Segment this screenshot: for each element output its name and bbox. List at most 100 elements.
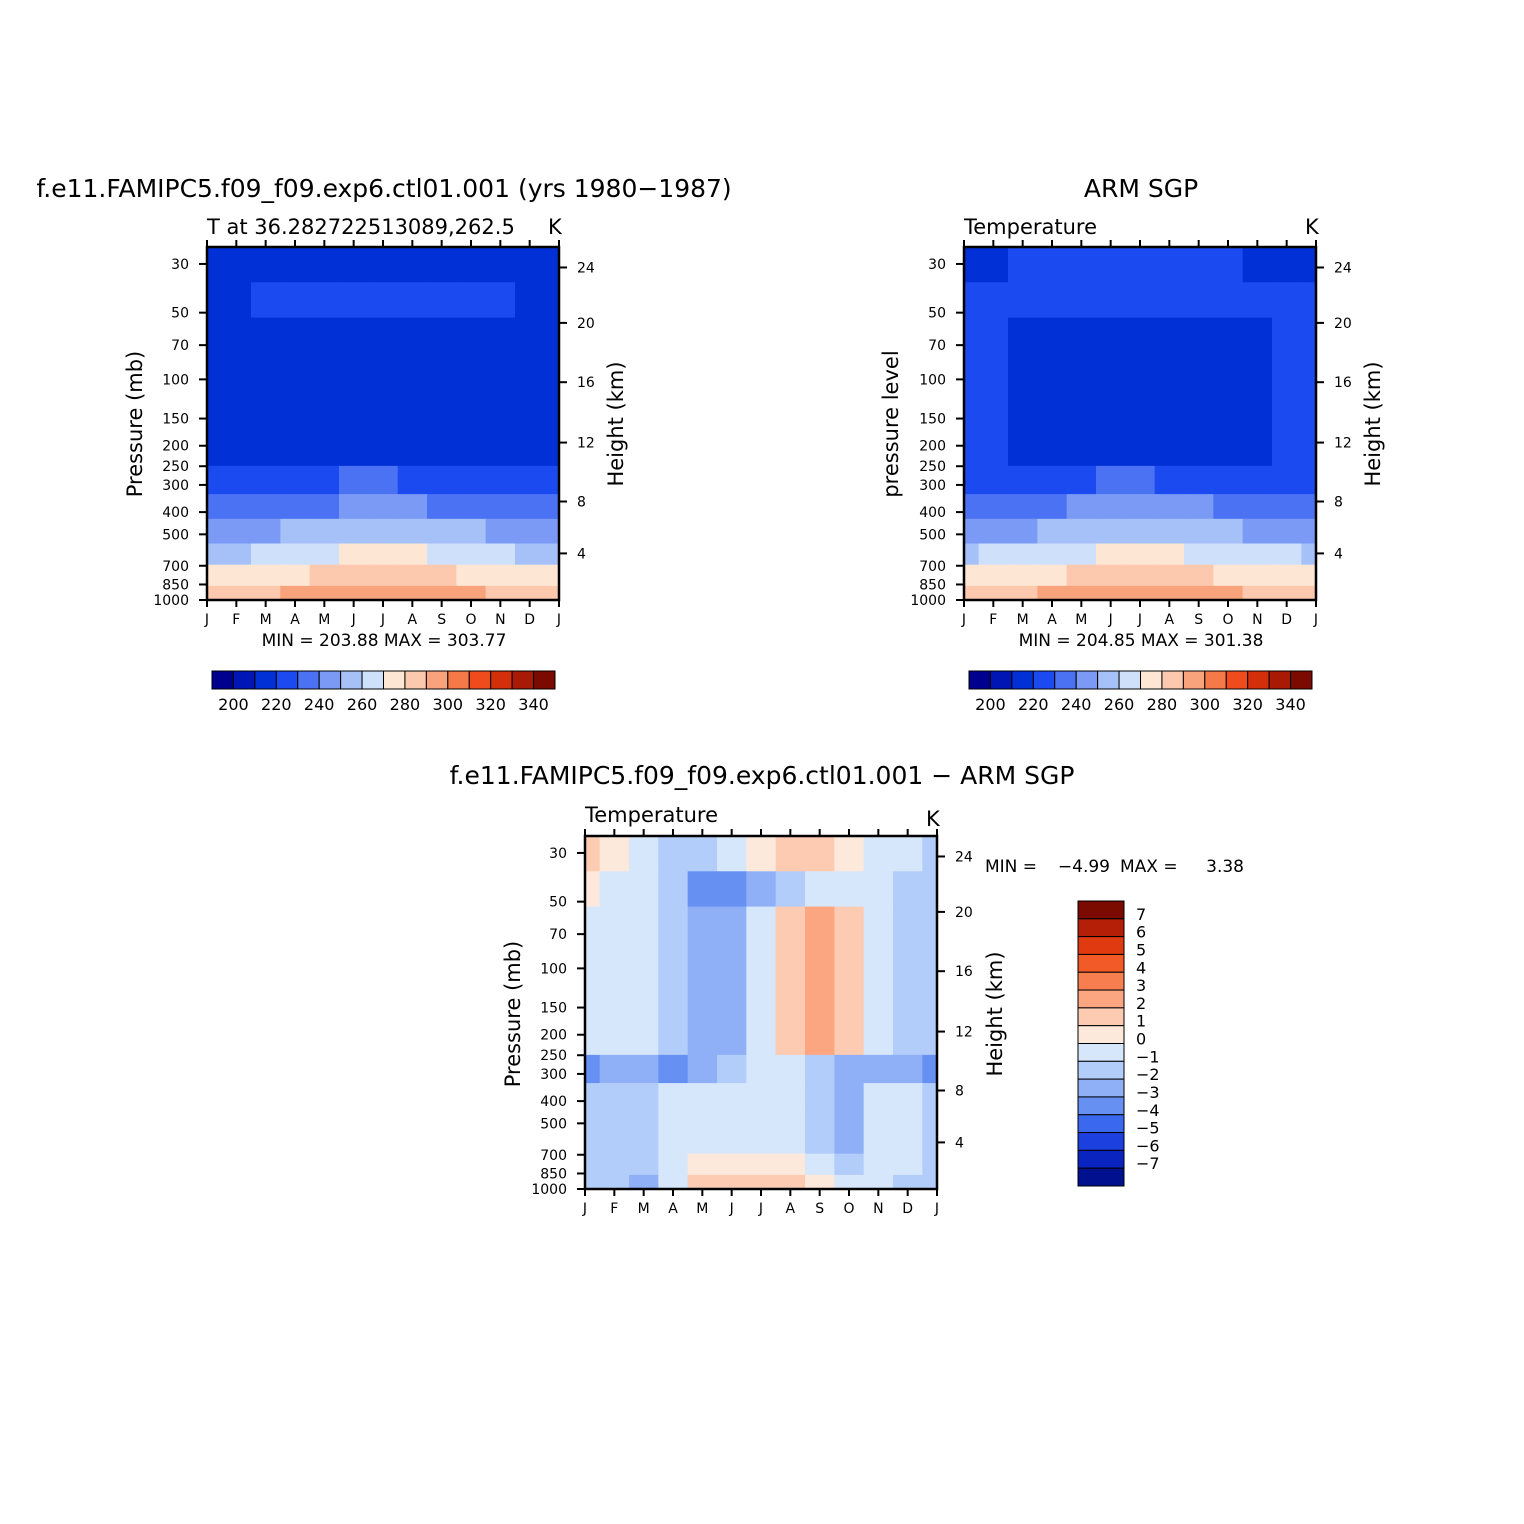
contour-cell xyxy=(1096,247,1126,283)
contour-cell xyxy=(585,1153,601,1176)
contour-cell xyxy=(746,906,777,1056)
contour-cell xyxy=(1154,564,1185,587)
colorbar-swatch xyxy=(1077,936,1125,955)
contour-cell xyxy=(629,836,659,872)
contour-cell xyxy=(251,494,281,520)
contour-cell xyxy=(629,1174,659,1190)
contour-cell xyxy=(775,871,806,908)
contour-cell xyxy=(251,518,281,545)
colorbar-label: 200 xyxy=(218,695,249,714)
contour-cell xyxy=(456,543,487,566)
contour-cell xyxy=(1184,585,1214,601)
contour-cell xyxy=(1184,317,1214,467)
contour-cell xyxy=(427,247,457,283)
contour-cell xyxy=(629,871,659,908)
contour-cell xyxy=(834,1174,865,1190)
contour-cell xyxy=(515,247,545,283)
contour-cell xyxy=(456,518,487,545)
colorbar-swatch xyxy=(318,670,342,690)
x-tick-label: D xyxy=(524,612,535,628)
colorbar-swatch xyxy=(447,670,470,690)
colorbar-swatch xyxy=(1077,953,1125,973)
contour-cell xyxy=(280,465,311,495)
contour-cell xyxy=(221,518,252,545)
contour-cell xyxy=(1301,247,1317,283)
colorbar-label: 3 xyxy=(1136,976,1146,995)
panel-title: ARM SGP xyxy=(1084,174,1198,203)
colorbar-swatch xyxy=(1290,670,1313,690)
contour-cell xyxy=(251,564,281,587)
y-tick-label: 700 xyxy=(162,559,189,575)
x-tick-label: J xyxy=(351,612,356,628)
colorbar-swatch xyxy=(1097,670,1120,690)
contour-cell xyxy=(456,585,487,601)
x-tick-label: S xyxy=(437,612,446,628)
contour-cell xyxy=(687,1132,718,1155)
contour-cell xyxy=(1154,465,1185,495)
panel-subtitle: Temperature xyxy=(963,215,1097,239)
panel-subtitle: T at 36.282722513089,262.5 xyxy=(206,215,515,239)
contour-cell xyxy=(221,543,252,566)
colorbar-swatch xyxy=(275,670,299,690)
contour-cell xyxy=(964,543,980,566)
contour-cell xyxy=(717,1054,747,1084)
contour-cell xyxy=(805,1054,835,1084)
contour-cell xyxy=(221,317,252,467)
contour-cell xyxy=(805,1107,835,1134)
contour-cell xyxy=(1066,465,1097,495)
contour-cell xyxy=(515,317,545,467)
min-label: MIN = xyxy=(985,857,1037,877)
colorbar-swatch xyxy=(989,670,1013,690)
colorbar-label: 4 xyxy=(1136,958,1146,977)
colorbar-label: 220 xyxy=(1018,695,1049,714)
contour-cell xyxy=(1008,465,1038,495)
contour-cell xyxy=(544,247,560,283)
y-tick-label: 400 xyxy=(919,505,946,521)
contour-cell xyxy=(922,871,938,908)
contour-cell xyxy=(1184,564,1214,587)
contour-cell xyxy=(964,494,980,520)
contour-cell xyxy=(427,282,457,319)
y-tick-label: 150 xyxy=(919,412,946,428)
contour-cell xyxy=(280,564,311,587)
colorbar-swatch xyxy=(211,670,234,690)
contour-cell xyxy=(427,564,457,587)
contour-cell xyxy=(1096,518,1126,545)
colorbar-label: 340 xyxy=(518,695,549,714)
x-tick-label: A xyxy=(668,1201,678,1217)
contour-cell xyxy=(1066,247,1097,283)
contour-cell xyxy=(658,836,689,872)
contour-cell xyxy=(964,585,980,601)
y-tick-label: 50 xyxy=(549,895,567,911)
y2-tick-label: 12 xyxy=(955,1025,973,1041)
y2-tick-label: 16 xyxy=(577,375,595,391)
contour-cell xyxy=(1037,282,1068,319)
y-axis-label: Pressure (mb) xyxy=(501,941,525,1088)
contour-cell xyxy=(1096,317,1126,467)
contour-cell xyxy=(339,494,369,520)
contour-cell xyxy=(427,465,457,495)
contour-cell xyxy=(1242,494,1273,520)
contour-cell xyxy=(1272,317,1302,467)
contour-cell xyxy=(207,247,223,283)
contour-cell xyxy=(368,317,399,467)
min-value: −4.99 xyxy=(1058,857,1110,877)
colorbar-label: −1 xyxy=(1136,1047,1160,1066)
contour-cell xyxy=(368,564,399,587)
x-tick-label: J xyxy=(380,612,385,628)
contour-cell xyxy=(1301,564,1317,587)
contour-cell xyxy=(585,1174,601,1190)
units-label: K xyxy=(926,807,941,831)
colorbar-swatch xyxy=(1077,1060,1125,1080)
y-tick-label: 150 xyxy=(162,412,189,428)
contour-cell xyxy=(339,564,369,587)
contour-cell xyxy=(978,282,1009,319)
contour-cell xyxy=(1242,247,1273,283)
contour-cell xyxy=(1184,518,1214,545)
colorbar-swatch xyxy=(468,670,492,690)
contour-cell xyxy=(1066,564,1097,587)
y-tick-label: 300 xyxy=(540,1067,567,1083)
contour-cell xyxy=(1213,317,1244,467)
contour-cell xyxy=(1301,543,1317,566)
